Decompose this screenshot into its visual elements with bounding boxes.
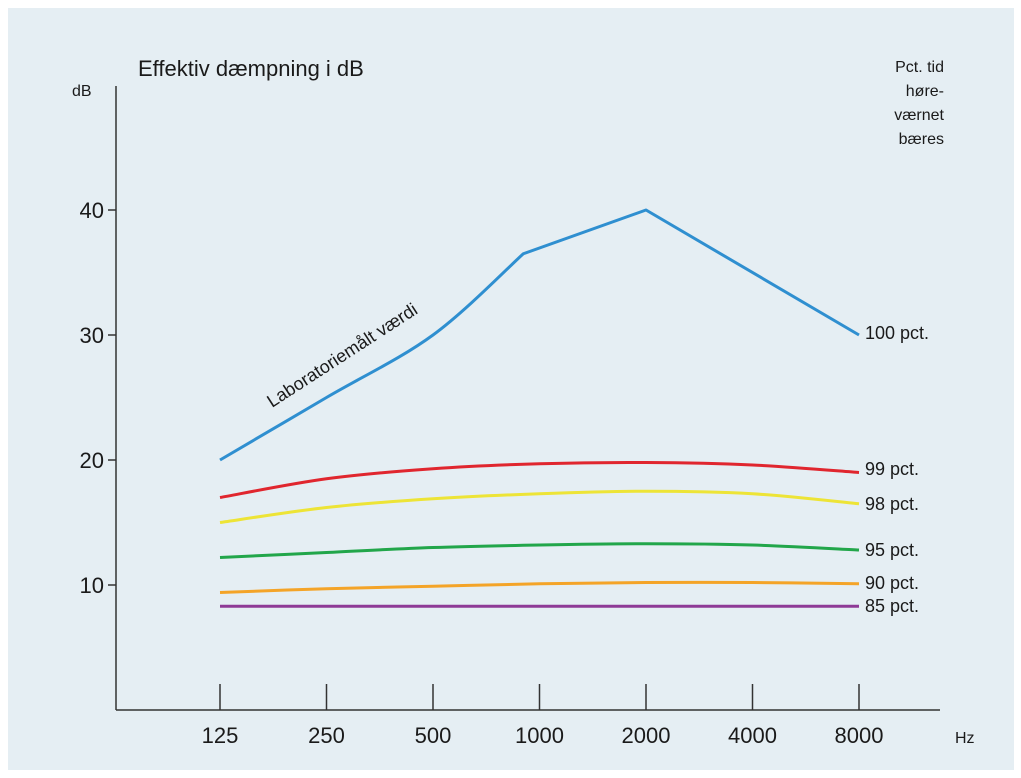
y-tick-label: 10 [80, 573, 104, 598]
y-ticks: 10 20 30 40 [80, 198, 116, 598]
series-line-100pct [219, 208, 860, 462]
series-line-99pct [219, 460, 860, 499]
legend-title-line: værnet [894, 107, 944, 124]
x-tick-label: 2000 [622, 723, 671, 748]
x-tick-label: 250 [308, 723, 345, 748]
series-label: 99 pct. [865, 459, 919, 479]
series-line-98pct [219, 489, 860, 524]
series-label: 95 pct. [865, 540, 919, 560]
series-lines [219, 208, 860, 608]
series-label: 98 pct. [865, 494, 919, 514]
series-line-95pct [219, 542, 860, 559]
legend-title: Pct. tid høre- værnet bæres [894, 59, 944, 148]
legend-title-line: Pct. tid [895, 59, 944, 76]
x-tick-label: 1000 [515, 723, 564, 748]
chart-panel [8, 8, 1014, 770]
y-tick-label: 40 [80, 198, 104, 223]
y-tick-label: 20 [80, 448, 104, 473]
x-tick-label: 500 [415, 723, 452, 748]
series-label: 100 pct. [865, 323, 929, 343]
legend-title-line: høre- [906, 83, 944, 100]
series-label: 85 pct. [865, 596, 919, 616]
chart-title: Effektiv dæmpning i dB [138, 56, 364, 81]
series-labels: 100 pct. 99 pct. 98 pct. 95 pct. 90 pct. 85 p… [865, 323, 929, 616]
series-line-90pct [219, 580, 860, 594]
x-tick-label: 4000 [728, 723, 777, 748]
x-ticks: 125 250 500 1000 2000 4000 8000 [202, 684, 884, 748]
x-axis-label: Hz [955, 730, 975, 747]
y-tick-label: 30 [80, 323, 104, 348]
y-axis-label: dB [72, 83, 92, 100]
legend-title-line: bæres [899, 131, 944, 148]
lab-value-annotation: Laboratoriemålt værdi [263, 299, 421, 411]
x-tick-label: 8000 [835, 723, 884, 748]
x-tick-label: 125 [202, 723, 239, 748]
series-label: 90 pct. [865, 573, 919, 593]
